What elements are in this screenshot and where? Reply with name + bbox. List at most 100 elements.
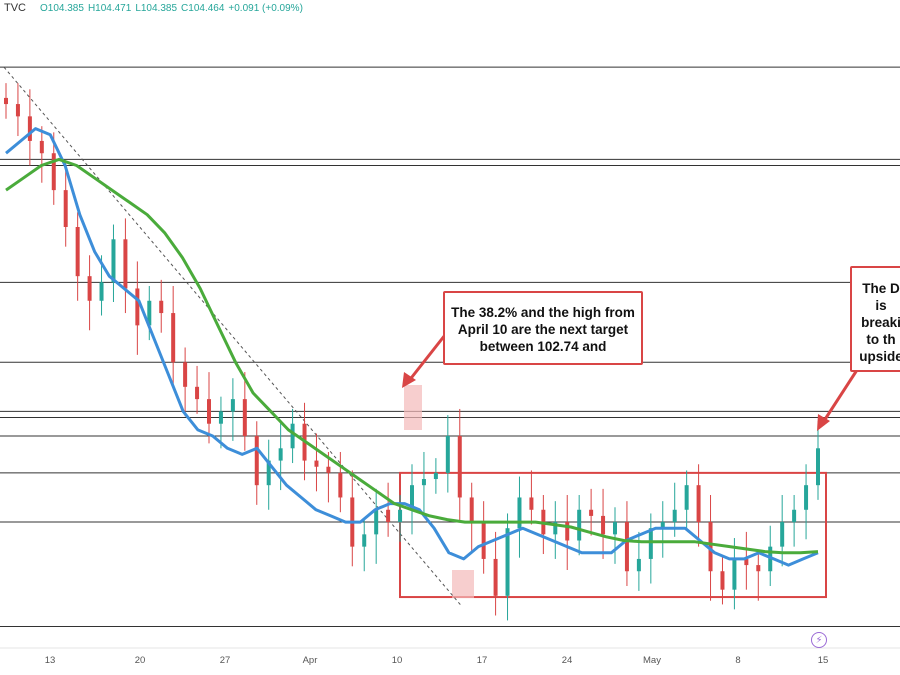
candle-body <box>505 528 510 596</box>
candle-body <box>123 239 128 289</box>
candle <box>39 126 44 183</box>
candle-body <box>171 313 176 363</box>
candle-body <box>720 571 725 590</box>
candle-body <box>756 565 761 572</box>
callout-target: The 38.2% and the high from April 10 are… <box>443 291 643 365</box>
candle <box>469 482 474 552</box>
candle-body <box>39 140 44 154</box>
range-box-layer <box>399 385 827 599</box>
candle <box>696 464 701 547</box>
candle-body <box>410 485 414 510</box>
candle <box>290 408 295 464</box>
candle <box>15 83 20 137</box>
candle <box>242 372 247 451</box>
candle-body <box>207 399 211 424</box>
callout-breakout-line: The D <box>862 281 900 296</box>
horizontal-levels <box>0 66 900 628</box>
candle-body <box>481 522 486 559</box>
candle-body <box>517 497 522 529</box>
candle-body <box>4 97 8 105</box>
highlight-april-10 <box>404 385 422 430</box>
ma-slow-line <box>5 157 819 555</box>
candle-body <box>326 466 331 473</box>
candle-body <box>75 227 80 277</box>
callout-breakout-line: to th <box>866 332 896 347</box>
candle-body <box>696 485 701 523</box>
candle <box>517 476 522 558</box>
candle-body <box>218 411 223 424</box>
candle-body <box>553 522 558 535</box>
candle <box>266 439 271 510</box>
candle-body <box>792 509 797 523</box>
candle <box>589 488 594 536</box>
x-tick-label: 20 <box>135 655 146 666</box>
callout-breakout-line: breaki <box>861 315 900 330</box>
candle <box>4 83 8 119</box>
candle <box>577 495 582 556</box>
candle-body <box>613 522 617 535</box>
candle <box>63 163 68 247</box>
candle-body <box>242 399 247 436</box>
candle-body <box>672 509 677 523</box>
candle-body <box>51 153 56 191</box>
candle <box>374 488 379 564</box>
candle-body <box>660 522 665 529</box>
candle <box>75 212 80 301</box>
candle-body <box>601 515 606 535</box>
x-tick-label: 27 <box>220 655 231 666</box>
chart-header: TVC O104.385 H104.471 L104.385 C104.464 … <box>0 0 303 16</box>
candle <box>529 470 534 525</box>
candle-body <box>15 104 20 117</box>
candle <box>350 470 355 567</box>
candle <box>505 513 510 621</box>
x-tick-label: 10 <box>392 655 403 666</box>
candle <box>720 556 725 605</box>
callout-breakout: The D is breaki to th upside <box>850 266 900 372</box>
candle <box>362 519 367 572</box>
candle-body <box>565 522 570 541</box>
candle-body <box>278 448 283 461</box>
ma-fast-line <box>5 127 819 567</box>
arrow-head-2 <box>817 414 830 431</box>
candle-body <box>195 386 200 400</box>
candle-body <box>589 509 594 516</box>
candle-body <box>362 534 367 547</box>
callout-arrows <box>402 334 859 431</box>
candle-body <box>493 558 498 596</box>
arrow-head-1 <box>402 372 416 388</box>
candle-body <box>338 472 343 498</box>
lightning-icon[interactable]: ⚡ <box>811 632 827 648</box>
high-value: H104.471 <box>87 2 132 14</box>
candle <box>87 255 92 331</box>
candle <box>780 495 785 567</box>
candle-body <box>577 509 582 541</box>
candle <box>421 451 426 515</box>
candle-body <box>266 460 271 486</box>
candle-body <box>636 558 641 572</box>
candle-body <box>816 448 820 486</box>
change-value: +0.091 (+0.09%) <box>228 2 303 14</box>
x-tick-label: May <box>643 655 661 666</box>
candle <box>624 501 629 586</box>
candle <box>183 347 188 417</box>
candle <box>147 286 152 341</box>
candle-body <box>648 528 653 559</box>
candle-body <box>27 116 32 141</box>
candles <box>4 83 820 621</box>
x-tick-label: 24 <box>562 655 573 666</box>
candle <box>159 279 164 333</box>
close-value: C104.464 <box>181 2 225 14</box>
callout-breakout-line: is <box>875 298 887 313</box>
candle <box>804 464 809 540</box>
candle <box>410 464 414 535</box>
candle-body <box>111 239 116 283</box>
candle <box>171 286 176 387</box>
candle <box>218 396 223 449</box>
candle-body <box>804 485 809 510</box>
moving-averages <box>5 127 819 567</box>
candle <box>744 531 749 590</box>
candle <box>457 408 462 523</box>
candle <box>732 538 737 610</box>
candle <box>123 218 128 314</box>
